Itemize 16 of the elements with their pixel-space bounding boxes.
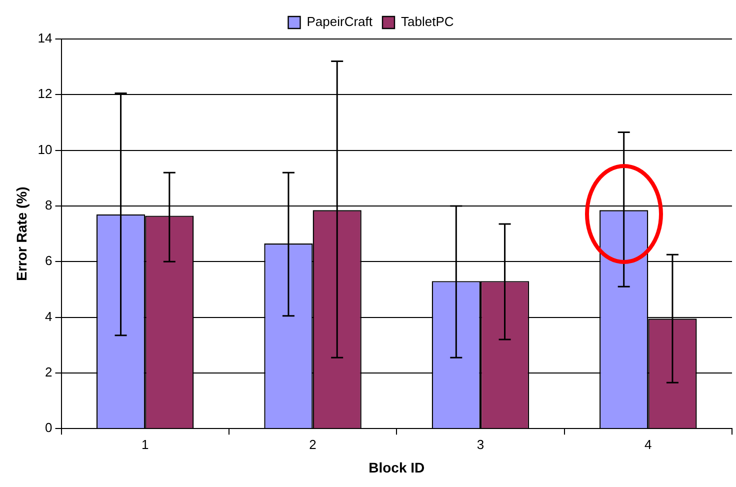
legend-label: TabletPC xyxy=(401,14,454,30)
x-tick-label: 4 xyxy=(644,436,652,452)
x-tick-label: 3 xyxy=(476,436,484,452)
y-tick-label: 6 xyxy=(45,253,52,268)
x-axis-title: Block ID xyxy=(368,459,425,476)
y-tick-label: 2 xyxy=(45,364,52,380)
y-tick-label: 14 xyxy=(38,30,52,46)
x-tick-label: 1 xyxy=(141,436,149,452)
y-axis-title: Error Rate (%) xyxy=(13,186,30,281)
y-tick-label: 8 xyxy=(45,198,52,213)
y-tick-label: 0 xyxy=(45,420,52,436)
y-tick-label: 12 xyxy=(38,86,52,102)
legend-label: PapeirCraft xyxy=(306,14,373,30)
y-tick-label: 4 xyxy=(45,308,52,324)
y-tick-label: 10 xyxy=(38,142,52,157)
x-tick-label: 2 xyxy=(309,436,316,452)
